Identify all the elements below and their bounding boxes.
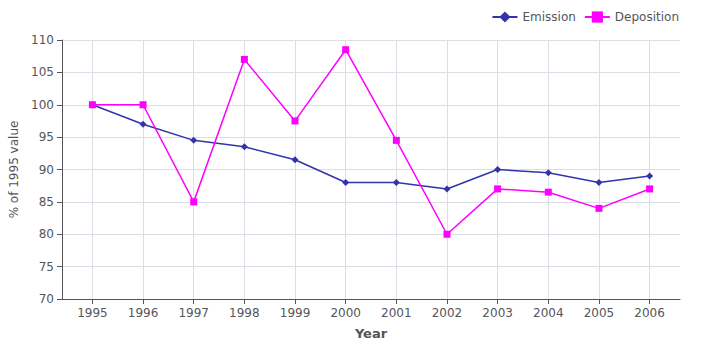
svg-text:Year: Year — [354, 326, 388, 341]
svg-text:Deposition: Deposition — [615, 10, 679, 24]
svg-text:2003: 2003 — [482, 306, 513, 320]
svg-text:85: 85 — [39, 195, 54, 209]
svg-text:100: 100 — [31, 98, 54, 112]
svg-text:2001: 2001 — [381, 306, 412, 320]
svg-text:% of 1995 value: % of 1995 value — [7, 121, 21, 219]
svg-text:2000: 2000 — [330, 306, 361, 320]
svg-text:1998: 1998 — [229, 306, 260, 320]
svg-text:80: 80 — [39, 227, 54, 241]
svg-text:110: 110 — [31, 33, 54, 47]
svg-text:2002: 2002 — [432, 306, 463, 320]
svg-text:Emission: Emission — [522, 10, 575, 24]
svg-text:1997: 1997 — [178, 306, 209, 320]
svg-text:90: 90 — [39, 163, 54, 177]
svg-text:1995: 1995 — [77, 306, 108, 320]
svg-text:2006: 2006 — [634, 306, 665, 320]
svg-text:1999: 1999 — [280, 306, 311, 320]
svg-text:1996: 1996 — [128, 306, 159, 320]
svg-text:95: 95 — [39, 130, 54, 144]
svg-text:75: 75 — [39, 260, 54, 274]
svg-text:2004: 2004 — [533, 306, 564, 320]
svg-text:70: 70 — [39, 292, 54, 306]
svg-text:2005: 2005 — [584, 306, 615, 320]
svg-text:105: 105 — [31, 65, 54, 79]
